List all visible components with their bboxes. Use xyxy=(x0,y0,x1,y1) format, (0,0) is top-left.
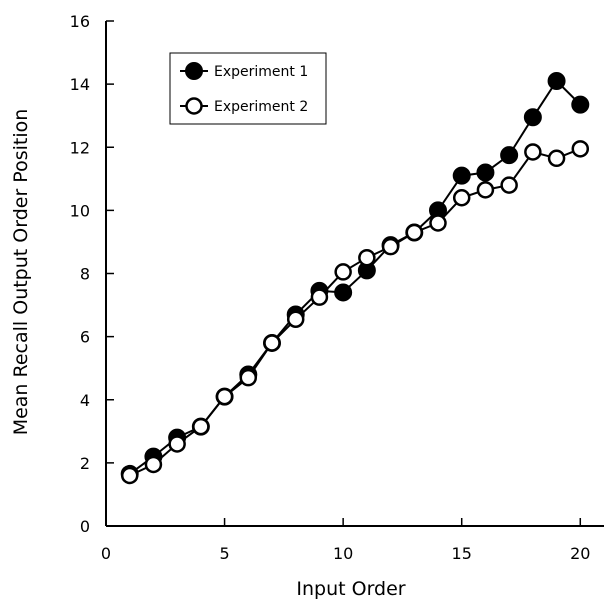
data-point-series-1 xyxy=(334,283,353,302)
y-ticks: 0 2 4 6 8 10 12 14 16 xyxy=(70,12,114,536)
data-point-series-2 xyxy=(120,466,139,485)
data-point-series-2 xyxy=(405,223,424,242)
y-tick-label: 0 xyxy=(80,517,90,536)
legend-marker xyxy=(185,97,203,115)
data-point-series-2 xyxy=(500,176,518,194)
y-tick-label: 12 xyxy=(70,138,90,157)
data-point-series-2 xyxy=(381,237,400,256)
x-tick-label: 20 xyxy=(570,544,590,563)
legend-label: Experiment 2 xyxy=(214,99,308,115)
data-point-series-2 xyxy=(547,149,566,168)
y-tick-label: 10 xyxy=(70,201,90,220)
data-point-series-2 xyxy=(286,310,305,329)
x-tick-label: 0 xyxy=(101,544,111,563)
series-line-1 xyxy=(129,79,582,475)
y-tick-label: 14 xyxy=(70,75,90,94)
data-point-series-2 xyxy=(358,248,376,267)
data-point-series-2 xyxy=(263,334,281,352)
x-ticks: 0 5 10 15 20 xyxy=(101,518,590,563)
legend-marker xyxy=(185,62,203,80)
data-point-series-2 xyxy=(192,417,210,436)
x-tick-label: 15 xyxy=(452,544,472,563)
data-point-series-2 xyxy=(452,189,471,207)
data-point-series-1 xyxy=(452,166,471,185)
data-point-series-2 xyxy=(144,455,163,474)
data-point-series-1 xyxy=(523,108,542,127)
y-tick-label: 4 xyxy=(80,391,90,410)
x-tick-label: 10 xyxy=(333,544,353,563)
y-tick-label: 8 xyxy=(80,265,90,284)
data-point-series-1 xyxy=(547,71,566,90)
data-point-series-2 xyxy=(310,288,329,306)
x-axis-label: Input Order xyxy=(296,578,405,600)
legend: Experiment 1 Experiment 2 xyxy=(169,52,327,125)
x-tick-label: 5 xyxy=(219,544,229,563)
series-layer xyxy=(120,71,590,485)
data-point-series-2 xyxy=(429,214,447,232)
y-tick-label: 2 xyxy=(80,454,90,473)
data-point-series-1 xyxy=(476,163,495,182)
data-point-series-2 xyxy=(215,387,234,406)
y-axis-label: Mean Recall Output Order Position xyxy=(10,109,32,436)
data-point-series-1 xyxy=(500,146,519,165)
data-point-series-2 xyxy=(524,143,542,161)
data-point-series-1 xyxy=(571,95,590,114)
data-point-series-2 xyxy=(239,368,258,387)
y-tick-label: 6 xyxy=(80,328,90,347)
data-point-series-2 xyxy=(476,181,495,199)
y-tick-label: 16 xyxy=(70,12,90,31)
data-point-series-2 xyxy=(168,435,186,453)
legend-label: Experiment 1 xyxy=(214,64,308,80)
data-point-series-2 xyxy=(334,263,352,281)
data-point-series-2 xyxy=(571,140,590,158)
